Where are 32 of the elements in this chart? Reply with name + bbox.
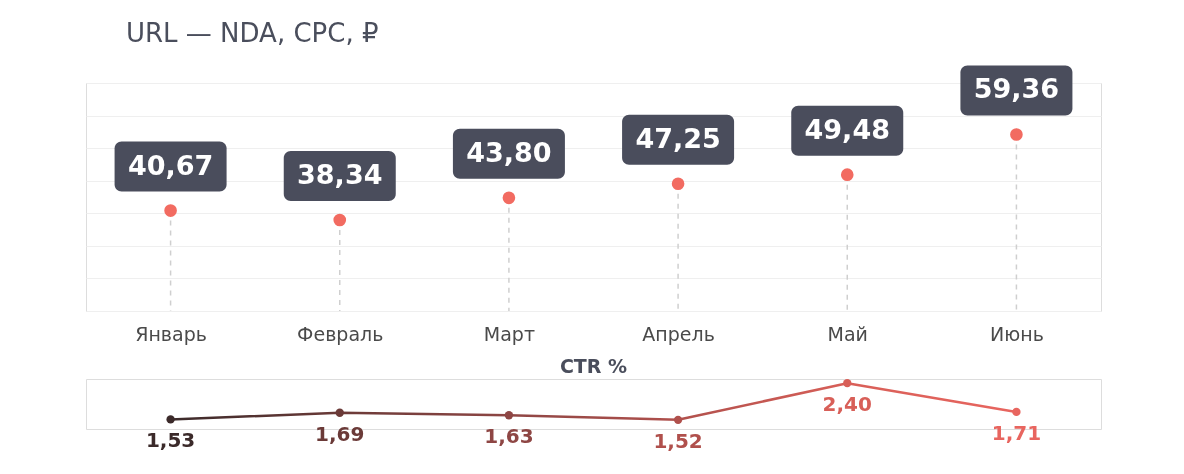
point [166,415,175,424]
point [673,415,683,425]
point [1010,128,1023,141]
data-label: 1,71 [991,420,1042,445]
data-label: 40,67 [127,149,214,181]
data-label: 38,34 [297,159,383,191]
point [840,168,854,181]
data-label: 1,52 [653,428,703,453]
data-label: 2,40 [822,392,872,417]
point [502,191,516,205]
point [504,411,514,420]
x-tick-label: Июнь [990,322,1044,345]
data-label: 47,25 [635,122,721,154]
x-tick-label: Апрель [642,322,715,345]
data-label: 1,63 [484,424,534,449]
x-tick-label: Март [483,322,535,345]
point [333,213,347,227]
x-tick-label: Май [827,322,868,345]
data-label: 1,53 [145,428,196,453]
point [1012,407,1021,417]
data-label: 49,48 [804,113,890,145]
point [335,408,344,417]
x-tick-label: Январь [135,322,207,345]
point [164,204,177,217]
point [843,378,852,388]
chart-title: CTR % [559,354,628,377]
x-tick-label: Февраль [297,322,384,345]
chart-title: URL — NDA, CPC, ₽ [126,18,379,49]
point [671,177,685,191]
data-label: 59,36 [973,73,1060,105]
data-label: 43,80 [466,136,552,168]
data-label: 1,69 [315,421,365,446]
